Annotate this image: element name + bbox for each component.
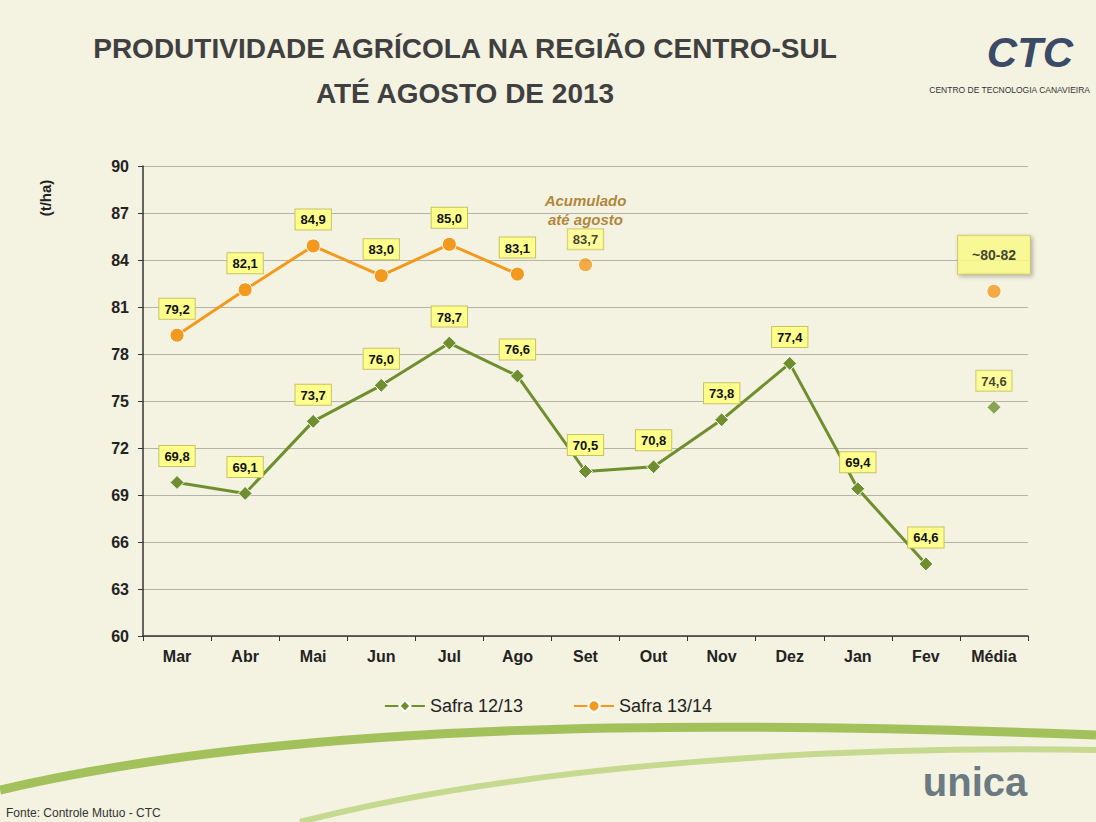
svg-text:Acumulado: Acumulado <box>544 192 627 209</box>
svg-text:77,4: 77,4 <box>777 330 803 345</box>
svg-text:83,0: 83,0 <box>369 242 394 257</box>
svg-text:69,4: 69,4 <box>845 455 871 470</box>
svg-text:70,8: 70,8 <box>641 433 666 448</box>
svg-text:83,7: 83,7 <box>573 232 598 247</box>
svg-text:82,1: 82,1 <box>232 256 257 271</box>
svg-text:76,0: 76,0 <box>369 352 394 367</box>
svg-text:63: 63 <box>111 581 129 598</box>
svg-text:76,6: 76,6 <box>505 342 530 357</box>
svg-text:CTC: CTC <box>987 29 1074 76</box>
svg-text:64,6: 64,6 <box>913 530 938 545</box>
svg-text:Abr: Abr <box>231 648 259 665</box>
svg-text:78: 78 <box>111 346 129 363</box>
svg-text:74,6: 74,6 <box>981 374 1006 389</box>
svg-text:81: 81 <box>111 299 129 316</box>
svg-text:Nov: Nov <box>707 648 737 665</box>
svg-text:PRODUTIVIDADE AGRÍCOLA NA REGI: PRODUTIVIDADE AGRÍCOLA NA REGIÃO CENTRO-… <box>93 33 837 64</box>
svg-text:85,0: 85,0 <box>437 211 462 226</box>
svg-text:69,1: 69,1 <box>232 460 257 475</box>
svg-text:unica: unica <box>923 760 1028 804</box>
svg-text:73,7: 73,7 <box>301 388 326 403</box>
svg-text:69: 69 <box>111 487 129 504</box>
svg-text:Ago: Ago <box>502 648 533 665</box>
svg-text:até agosto: até agosto <box>548 211 623 228</box>
svg-text:87: 87 <box>111 205 129 222</box>
svg-text:Jan: Jan <box>844 648 872 665</box>
svg-text:84,9: 84,9 <box>301 212 326 227</box>
svg-text:66: 66 <box>111 534 129 551</box>
svg-text:Set: Set <box>573 648 599 665</box>
svg-text:Safra 12/13: Safra 12/13 <box>430 696 523 716</box>
svg-text:Fev: Fev <box>912 648 940 665</box>
svg-text:Safra 13/14: Safra 13/14 <box>619 696 712 716</box>
svg-text:75: 75 <box>111 393 129 410</box>
svg-text:72: 72 <box>111 440 129 457</box>
svg-text:Mar: Mar <box>163 648 191 665</box>
svg-text:Fonte: Controle Mutuo - CTC: Fonte: Controle Mutuo - CTC <box>6 806 161 820</box>
svg-text:69,8: 69,8 <box>164 449 189 464</box>
svg-text:84: 84 <box>111 252 129 269</box>
svg-text:Jul: Jul <box>438 648 461 665</box>
svg-text:ATÉ AGOSTO DE 2013: ATÉ AGOSTO DE 2013 <box>316 78 614 109</box>
svg-text:70,5: 70,5 <box>573 438 598 453</box>
svg-text:83,1: 83,1 <box>505 241 530 256</box>
svg-text:90: 90 <box>111 158 129 175</box>
svg-text:79,2: 79,2 <box>164 302 189 317</box>
svg-text:(t/ha): (t/ha) <box>37 180 54 217</box>
svg-text:Mai: Mai <box>300 648 327 665</box>
svg-text:73,8: 73,8 <box>709 386 734 401</box>
svg-text:Jun: Jun <box>367 648 395 665</box>
svg-text:CENTRO DE TECNOLOGIA CANAVIEIR: CENTRO DE TECNOLOGIA CANAVIEIRA <box>929 85 1090 95</box>
svg-text:~80-82: ~80-82 <box>972 247 1016 263</box>
svg-text:Média: Média <box>971 648 1016 665</box>
svg-text:Dez: Dez <box>776 648 804 665</box>
svg-text:60: 60 <box>111 628 129 645</box>
svg-text:78,7: 78,7 <box>437 310 462 325</box>
svg-text:Out: Out <box>640 648 668 665</box>
